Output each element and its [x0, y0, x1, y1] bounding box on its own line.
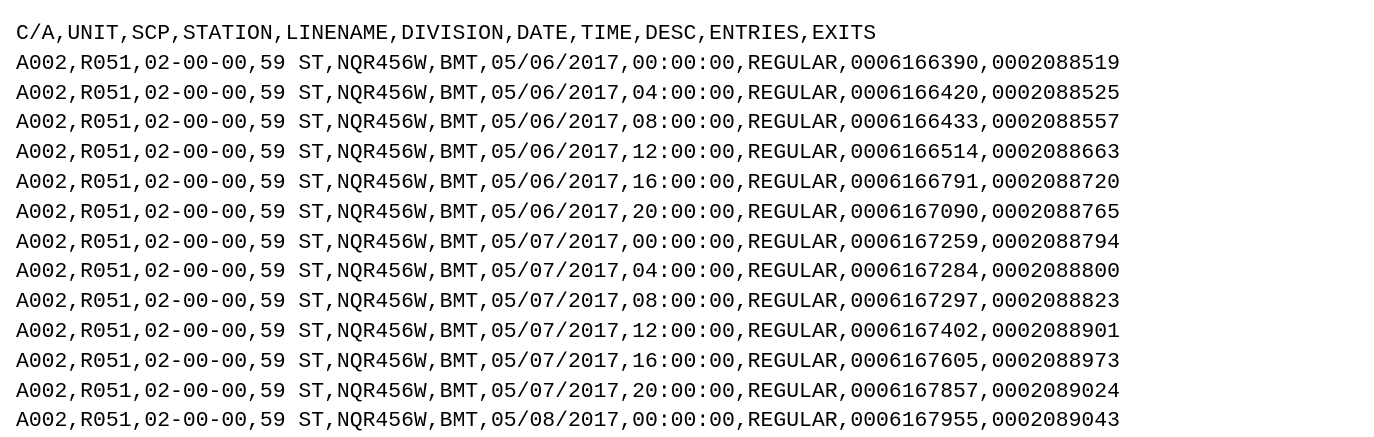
csv-data-line: A002,R051,02-00-00,59 ST,NQR456W,BMT,05/… [16, 349, 1120, 374]
csv-text-view: C/A,UNIT,SCP,STATION,LINENAME,DIVISION,D… [16, 20, 1120, 437]
csv-data-line: A002,R051,02-00-00,59 ST,NQR456W,BMT,05/… [16, 170, 1120, 195]
csv-data-line: A002,R051,02-00-00,59 ST,NQR456W,BMT,05/… [16, 409, 1120, 434]
csv-data-line: A002,R051,02-00-00,59 ST,NQR456W,BMT,05/… [16, 81, 1120, 106]
csv-data-line: A002,R051,02-00-00,59 ST,NQR456W,BMT,05/… [16, 319, 1120, 344]
csv-data-line: A002,R051,02-00-00,59 ST,NQR456W,BMT,05/… [16, 290, 1120, 315]
csv-data-line: A002,R051,02-00-00,59 ST,NQR456W,BMT,05/… [16, 379, 1120, 404]
csv-data-line: A002,R051,02-00-00,59 ST,NQR456W,BMT,05/… [16, 141, 1120, 166]
csv-data-line: A002,R051,02-00-00,59 ST,NQR456W,BMT,05/… [16, 111, 1120, 136]
csv-header-line: C/A,UNIT,SCP,STATION,LINENAME,DIVISION,D… [16, 22, 877, 46]
csv-data-line: A002,R051,02-00-00,59 ST,NQR456W,BMT,05/… [16, 200, 1120, 225]
csv-data-line: A002,R051,02-00-00,59 ST,NQR456W,BMT,05/… [16, 230, 1120, 255]
csv-data-line: A002,R051,02-00-00,59 ST,NQR456W,BMT,05/… [16, 51, 1120, 76]
csv-data-line: A002,R051,02-00-00,59 ST,NQR456W,BMT,05/… [16, 260, 1120, 285]
